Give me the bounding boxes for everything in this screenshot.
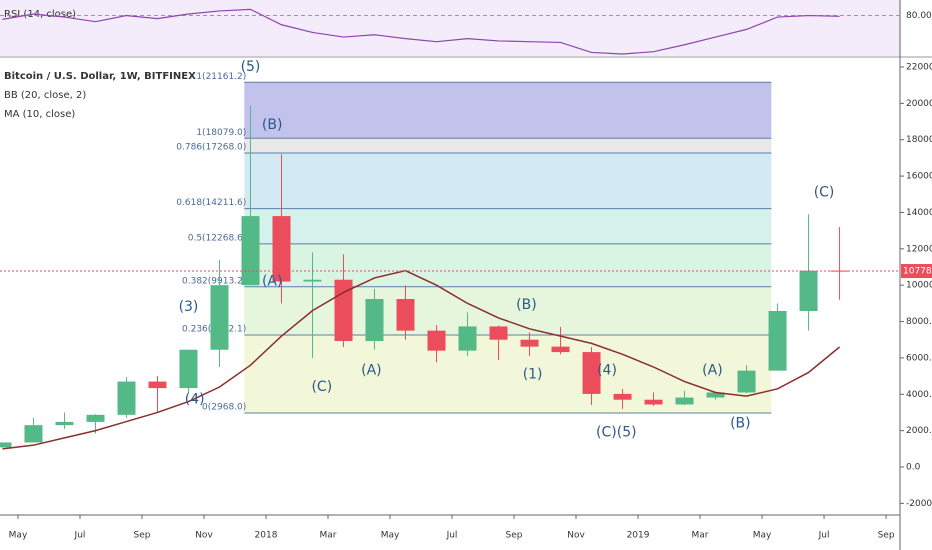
wave-label: (B) [516, 297, 537, 313]
wave-label: (4) [597, 363, 617, 379]
candle-body [0, 442, 12, 448]
x-tick-label: Sep [506, 531, 523, 541]
rsi-tick-label: 80.00 [906, 11, 932, 21]
candle-body [551, 346, 570, 353]
candle-body [396, 299, 415, 331]
fib-zone [244, 208, 772, 244]
ma-line [2, 269, 841, 450]
x-tick-label: Sep [878, 531, 895, 541]
fib-zone [244, 243, 772, 287]
y-tick-label: 18000.0 [906, 135, 932, 145]
fib-zone [244, 286, 772, 335]
x-tick-label: 2018 [255, 531, 278, 541]
candle-body [582, 352, 601, 394]
x-tick-label: Sep [134, 531, 151, 541]
x-tick-label: May [9, 531, 28, 541]
y-tick-label: -2000.0 [906, 499, 932, 509]
rsi-pane [0, 0, 900, 56]
wave-label: (5) [241, 59, 261, 75]
indicator-label: MA (10, close) [4, 109, 75, 120]
x-tick-label: May [381, 531, 400, 541]
y-tick-label: 14000.0 [906, 208, 932, 218]
wave-label: (C)(5) [596, 424, 637, 440]
y-tick-label: 6000.0 [906, 353, 932, 363]
fib-label: 1(21161.2) [196, 72, 246, 82]
candle-body [489, 326, 508, 340]
wave-label: (A) [702, 363, 723, 379]
x-tick-label: May [753, 531, 772, 541]
y-tick-label: 0.0 [906, 463, 921, 473]
rsi-line [2, 8, 840, 55]
candle-body [365, 299, 384, 341]
candle-body [458, 326, 477, 351]
y-tick-label: 10000.0 [906, 281, 932, 291]
candle-body [55, 421, 74, 426]
wave-label: (3) [179, 299, 199, 315]
wave-label: (4) [185, 392, 205, 408]
candle-body [799, 270, 818, 311]
x-tick-label: Jul [818, 531, 830, 541]
y-tick-label: 2000.0 [906, 426, 932, 436]
candle-body [148, 381, 167, 389]
candle-body [768, 311, 787, 371]
candle-body [830, 270, 849, 272]
candle-body [210, 285, 229, 350]
wave-label: (C) [311, 379, 332, 395]
wave-label: (A) [361, 363, 382, 379]
candle-body [737, 370, 756, 393]
fib-zone [244, 153, 772, 209]
candle-body [675, 397, 694, 405]
candle-body [644, 399, 663, 405]
candle-body [24, 425, 43, 443]
y-tick-label: 16000.0 [906, 172, 932, 182]
fib-label: 0.5(12268.6) [188, 233, 247, 243]
fib-label: 0.382(9913.2) [182, 276, 246, 286]
fib-label: 0.618(14211.6) [176, 198, 246, 208]
x-tick-label: Nov [195, 531, 213, 541]
x-tick-label: Mar [320, 531, 337, 541]
x-tick-label: Nov [567, 531, 585, 541]
fib-zone [244, 138, 772, 154]
y-tick-label: 12000.0 [906, 244, 932, 254]
candle-body [613, 393, 632, 400]
x-tick-label: 2019 [627, 531, 650, 541]
fib-label: 1(18079.0) [196, 128, 246, 138]
candle-body [179, 349, 198, 389]
candle-body [241, 216, 260, 286]
candle-body [303, 279, 322, 282]
last-price-tag [901, 264, 932, 279]
candle-body [706, 392, 725, 398]
x-tick-label: Jul [74, 531, 86, 541]
wave-label: (1) [523, 366, 543, 382]
y-tick-label: 8000.0 [906, 317, 932, 327]
fib-label: 0(2968.0) [202, 403, 246, 413]
y-tick-label: 4000.0 [906, 390, 932, 400]
y-tick-label: 22000.0 [906, 63, 932, 73]
candle-body [86, 414, 105, 422]
candle-body [520, 339, 539, 347]
x-tick-label: Jul [446, 531, 458, 541]
wave-label: (C) [814, 184, 835, 200]
wave-label: (A) [262, 274, 283, 290]
last-price-label: 10778.0 [903, 267, 932, 277]
x-tick-label: Mar [692, 531, 709, 541]
indicator-label: BB (20, close, 2) [4, 90, 86, 101]
candle-body [427, 330, 446, 351]
candle-body [117, 381, 136, 415]
fib-zone [244, 82, 772, 139]
candle-body [272, 216, 291, 282]
wave-label: (B) [262, 117, 283, 133]
wave-label: (B) [730, 415, 751, 431]
fib-label: 0.786(17268.0) [176, 143, 246, 153]
y-tick-label: 20000.0 [906, 99, 932, 109]
chart-title: Bitcoin / U.S. Dollar, 1W, BITFINEX [4, 71, 196, 82]
